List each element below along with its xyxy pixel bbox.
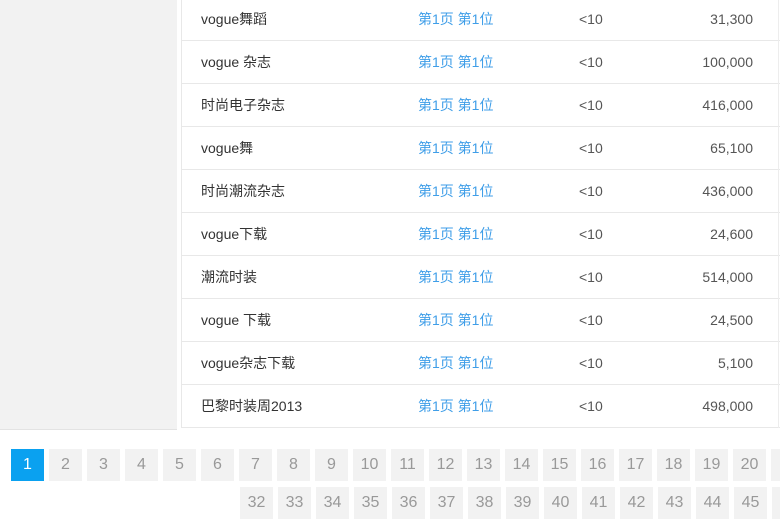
search-volume-cell: 31,300 xyxy=(710,11,753,27)
page-button[interactable]: 14 xyxy=(505,449,538,481)
table-row: vogue 杂志 第1页 第1位 <10 100,000 xyxy=(182,41,780,84)
page-button[interactable]: 17 xyxy=(619,449,652,481)
search-volume-cell: 514,000 xyxy=(702,269,753,285)
page-button[interactable]: 8 xyxy=(277,449,310,481)
keyword-cell: vogue下载 xyxy=(201,226,268,242)
rank-link[interactable]: 第1页 第1位 xyxy=(418,355,494,371)
keyword-cell: vogue 杂志 xyxy=(201,54,272,70)
rank-link[interactable]: 第1页 第1位 xyxy=(418,312,494,328)
page-button[interactable]: 11 xyxy=(391,449,424,481)
page-button[interactable]: 6 xyxy=(201,449,234,481)
baidu-index-cell: <10 xyxy=(579,312,603,328)
page-button[interactable]: 37 xyxy=(430,487,463,519)
page-button[interactable]: 41 xyxy=(582,487,615,519)
search-volume-cell: 65,100 xyxy=(710,140,753,156)
page-button[interactable]: 45 xyxy=(734,487,767,519)
page-button[interactable]: 40 xyxy=(544,487,577,519)
keyword-table: vogue舞蹈 第1页 第1位 <10 31,300 vogue 杂志 第1页 … xyxy=(181,0,780,428)
page-button[interactable]: 3 xyxy=(87,449,120,481)
table-row: vogue杂志下载 第1页 第1位 <10 5,100 xyxy=(182,342,780,385)
page-button[interactable]: 12 xyxy=(429,449,462,481)
table-row: 时尚电子杂志 第1页 第1位 <10 416,000 xyxy=(182,84,780,127)
table-row: vogue下载 第1页 第1位 <10 24,600 xyxy=(182,213,780,256)
table-row: vogue 下载 第1页 第1位 <10 24,500 xyxy=(182,299,780,342)
table-row: 巴黎时装周2013 第1页 第1位 <10 498,000 xyxy=(182,385,780,428)
baidu-index-cell: <10 xyxy=(579,355,603,371)
search-volume-cell: 100,000 xyxy=(702,54,753,70)
rank-link[interactable]: 第1页 第1位 xyxy=(418,11,494,27)
baidu-index-cell: <10 xyxy=(579,398,603,414)
rank-link[interactable]: 第1页 第1位 xyxy=(418,183,494,199)
page-button-clipped[interactable] xyxy=(772,487,780,519)
rank-link[interactable]: 第1页 第1位 xyxy=(418,54,494,70)
table-row: vogue舞 第1页 第1位 <10 65,100 xyxy=(182,127,780,170)
baidu-index-cell: <10 xyxy=(579,140,603,156)
keyword-cell: 潮流时装 xyxy=(201,269,257,285)
page-button[interactable]: 1 xyxy=(11,449,44,481)
page-button[interactable]: 13 xyxy=(467,449,500,481)
column-divider xyxy=(778,0,779,428)
rank-link[interactable]: 第1页 第1位 xyxy=(418,398,494,414)
page-button[interactable]: 2 xyxy=(49,449,82,481)
keyword-cell: vogue舞 xyxy=(201,140,254,156)
page-button[interactable]: 33 xyxy=(278,487,311,519)
page-button[interactable]: 32 xyxy=(240,487,273,519)
page-button[interactable]: 44 xyxy=(696,487,729,519)
baidu-index-cell: <10 xyxy=(579,269,603,285)
search-volume-cell: 24,500 xyxy=(710,312,753,328)
keyword-cell: vogue舞蹈 xyxy=(201,11,268,27)
baidu-index-cell: <10 xyxy=(579,183,603,199)
page-button-clipped[interactable] xyxy=(771,449,780,481)
left-panel xyxy=(0,0,177,430)
search-volume-cell: 498,000 xyxy=(702,398,753,414)
page-button[interactable]: 34 xyxy=(316,487,349,519)
baidu-index-cell: <10 xyxy=(579,226,603,242)
page-button[interactable]: 42 xyxy=(620,487,653,519)
page-button[interactable]: 5 xyxy=(163,449,196,481)
keyword-cell: vogue 下载 xyxy=(201,312,272,328)
search-volume-cell: 416,000 xyxy=(702,97,753,113)
rank-link[interactable]: 第1页 第1位 xyxy=(418,140,494,156)
table-row: 时尚潮流杂志 第1页 第1位 <10 436,000 xyxy=(182,170,780,213)
search-volume-cell: 24,600 xyxy=(710,226,753,242)
keyword-cell: 时尚潮流杂志 xyxy=(201,183,285,199)
keyword-cell: 巴黎时装周2013 xyxy=(201,398,303,414)
search-volume-cell: 5,100 xyxy=(717,355,753,371)
page-button[interactable]: 39 xyxy=(506,487,539,519)
page-button[interactable]: 10 xyxy=(353,449,386,481)
baidu-index-cell: <10 xyxy=(579,97,603,113)
page-button[interactable]: 7 xyxy=(239,449,272,481)
table-row: 潮流时装 第1页 第1位 <10 514,000 xyxy=(182,256,780,299)
page-button[interactable]: 38 xyxy=(468,487,501,519)
page-button[interactable]: 18 xyxy=(657,449,690,481)
page-button[interactable]: 19 xyxy=(695,449,728,481)
rank-link[interactable]: 第1页 第1位 xyxy=(418,269,494,285)
keyword-cell: 时尚电子杂志 xyxy=(201,97,285,113)
pagination-row: 32 33 34 35 36 37 38 39 40 41 42 43 44 45 xyxy=(0,487,780,519)
pagination-row: 1 2 3 4 5 6 7 8 9 10 11 12 13 14 15 16 17 18 19 20 xyxy=(0,449,780,481)
page-button[interactable]: 43 xyxy=(658,487,691,519)
search-volume-cell: 436,000 xyxy=(702,183,753,199)
table-row: vogue舞蹈 第1页 第1位 <10 31,300 xyxy=(182,0,780,41)
rank-link[interactable]: 第1页 第1位 xyxy=(418,97,494,113)
page-button[interactable]: 9 xyxy=(315,449,348,481)
page-button[interactable]: 15 xyxy=(543,449,576,481)
page-button[interactable]: 4 xyxy=(125,449,158,481)
baidu-index-cell: <10 xyxy=(579,11,603,27)
page-button[interactable]: 16 xyxy=(581,449,614,481)
page-button[interactable]: 20 xyxy=(733,449,766,481)
keyword-cell: vogue杂志下载 xyxy=(201,355,296,371)
page-button[interactable]: 35 xyxy=(354,487,387,519)
pagination: 1 2 3 4 5 6 7 8 9 10 11 12 13 14 15 16 17 18 19 20 32 33 34 35 3… xyxy=(0,449,780,525)
page-button[interactable]: 36 xyxy=(392,487,425,519)
rank-link[interactable]: 第1页 第1位 xyxy=(418,226,494,242)
baidu-index-cell: <10 xyxy=(579,54,603,70)
